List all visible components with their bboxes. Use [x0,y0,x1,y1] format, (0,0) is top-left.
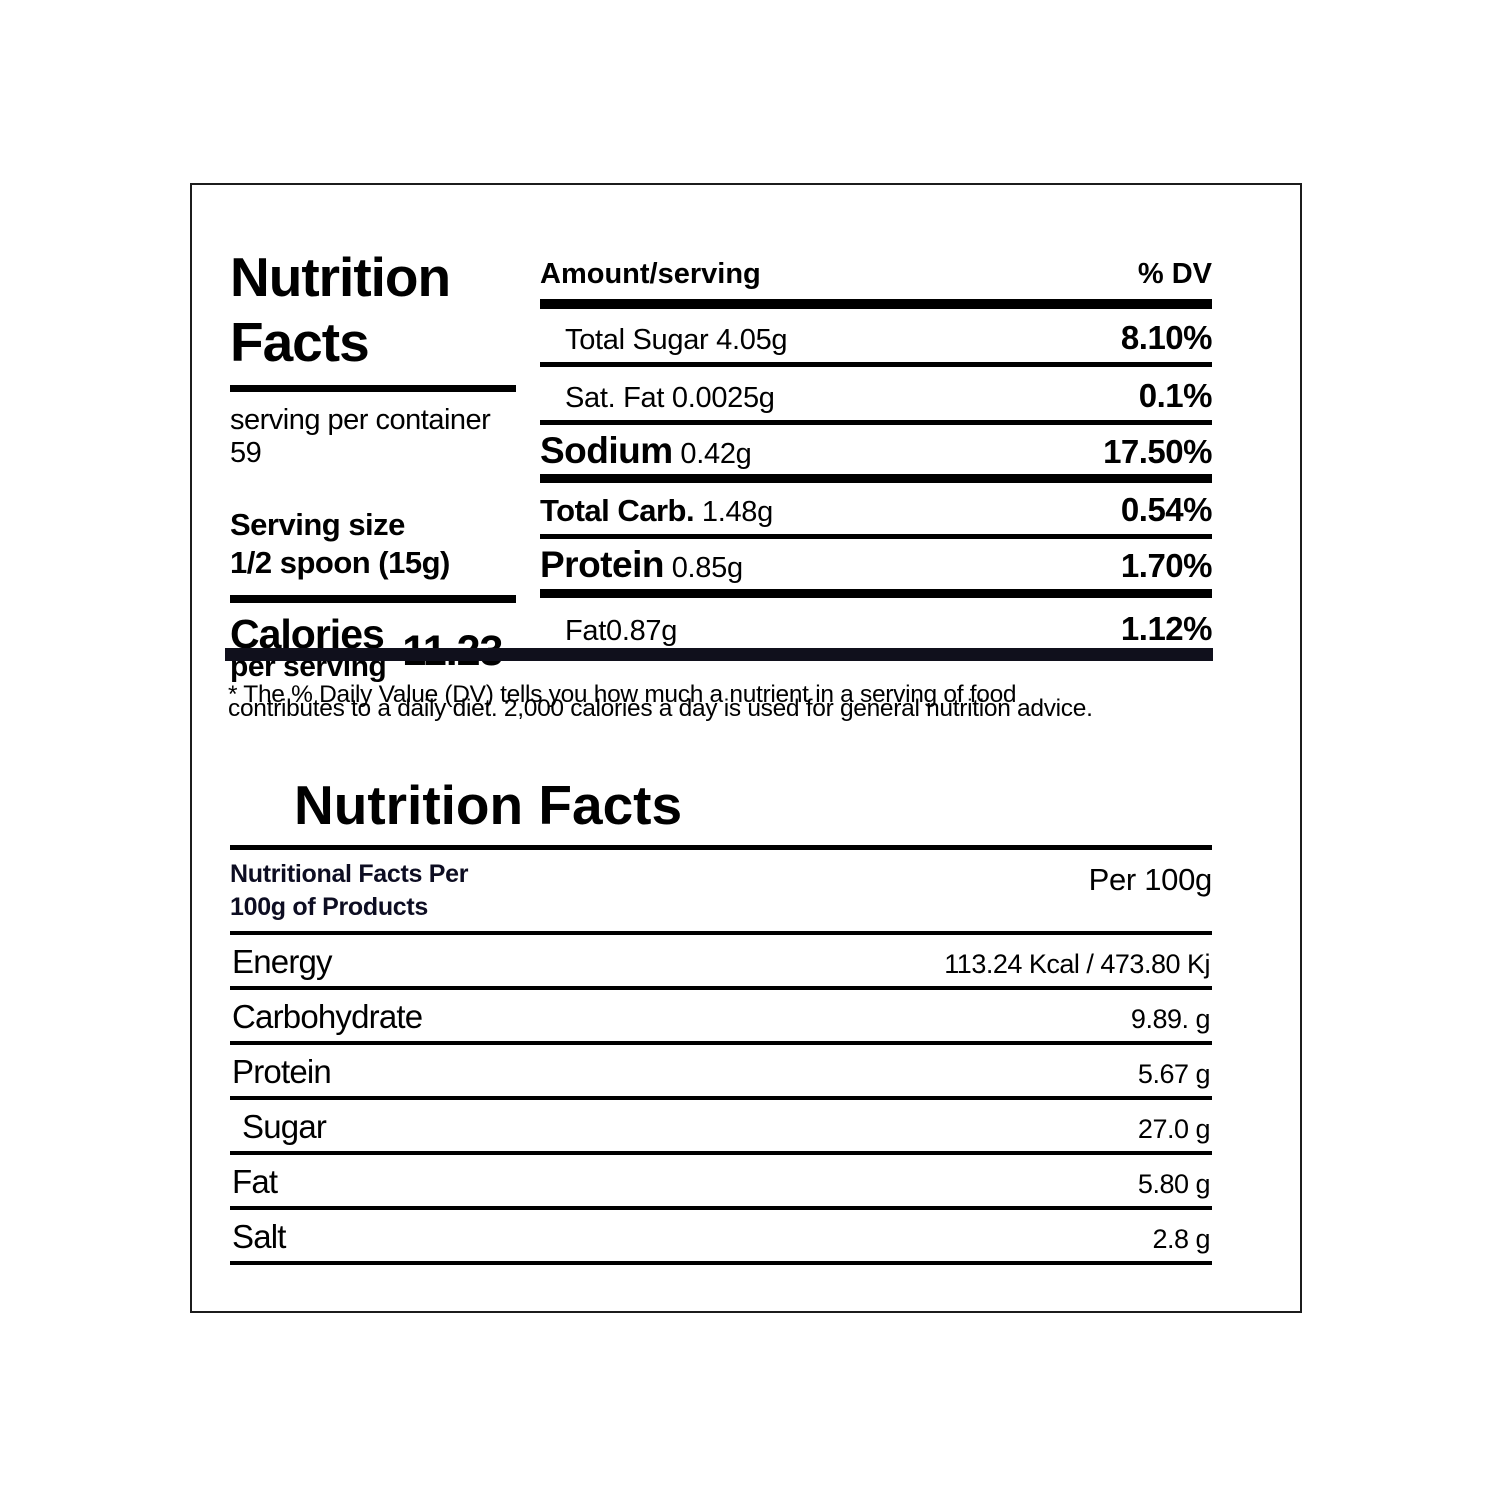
divider [230,384,516,392]
nutrient-name-bold: Total Carb. [540,493,695,528]
thick-divider-bar [225,648,1213,661]
nutrient-name: Fat [232,1163,278,1200]
serving-size-value: 1/2 spoon (15g) [230,544,450,580]
nutrient-name-bold: Sodium [540,430,673,471]
nutrient-dv: 1.12% [1120,610,1213,647]
table-row-total-carb: Total Carb. 1.48g 0.54% [540,483,1213,539]
serving-size-label: Serving size [230,506,405,542]
nutrient-value: 9.89. g [1130,1004,1211,1034]
table-row-total-sugar: Total Sugar 4.05g 8.10% [540,309,1213,367]
title-line-2: Facts [230,310,370,373]
label-border-box: Nutrition Facts serving per container 59… [190,183,1302,1313]
table-row-carbohydrate: Carbohydrate 9.89. g [230,990,1212,1045]
title-line-1: Nutrition [230,246,451,308]
nutrient-value: 5.80 g [1137,1169,1211,1199]
nutrient-name-bold: Protein [540,544,664,585]
nutrient-name: Energy [232,943,333,980]
nutrient-amount: 0.42g [672,438,752,470]
nutrient-value: 27.0 g [1137,1114,1211,1144]
footnote-line-2: contributes to a daily diet. 2,000 calor… [228,695,1093,722]
nutrient-name: Sugar [242,1108,327,1145]
header-left-line-2: 100g of Products [230,892,429,921]
serving-size-block: Serving size 1/2 spoon (15g) [230,506,516,582]
nutrient-name: Carbohydrate [232,998,423,1035]
header-left-line-1: Nutritional Facts Per [230,860,469,888]
nutrient-amount: 1.48g [694,496,773,528]
nutrient-dv: 8.10% [1120,319,1213,356]
nutrient-value: 5.67 g [1137,1059,1211,1089]
nutrition-facts-title: Nutrition Facts [230,245,516,375]
table-row-fat: Fat 5.80 g [230,1155,1212,1210]
nutrient-name: Total Sugar 4.05g [565,324,788,356]
nutrient-name: Protein 0.85g [540,544,743,586]
table-row-energy: Energy 113.24 Kcal / 473.80 Kj [230,935,1212,990]
footnote-line-1: * The % Daily Value (DV) tells you how m… [228,681,1017,708]
divider [230,845,1212,850]
nutrient-value: 113.24 Kcal / 473.80 Kj [944,949,1210,979]
amount-per-serving-table: Amount/serving % DV Total Sugar 4.05g 8.… [540,258,1213,654]
nutrient-name: Protein [232,1053,332,1090]
nutrient-name: Sat. Fat 0.0025g [565,382,775,414]
nutrient-amount: 0.85g [663,552,743,584]
nutrient-value: 2.8 g [1152,1224,1210,1254]
servings-per-container: serving per container 59 [230,403,491,469]
nutrient-name: Fat0.87g [565,615,678,647]
facts-left-panel: Nutrition Facts serving per container 59… [230,245,516,684]
nutrient-dv: 0.1% [1138,377,1213,414]
table-header-row: Amount/serving % DV [540,258,1212,309]
table-row-protein: Protein 5.67 g [230,1045,1212,1100]
nutrient-name: Total Carb. 1.48g [540,493,773,529]
col-header-amount: Amount/serving [540,258,761,290]
table-row-salt: Salt 2.8 g [230,1210,1212,1265]
per-100g-header-left: Nutritional Facts Per 100g of Products [230,858,469,923]
per-100g-header-right: Per 100g [1088,862,1213,897]
table-row-sugar: Sugar 27.0 g [230,1100,1212,1155]
nutrient-dv: 0.54% [1120,491,1213,528]
table-row-sat-fat: Sat. Fat 0.0025g 0.1% [540,367,1213,425]
nutrient-name: Sodium 0.42g [540,430,752,472]
per-100g-title: Nutrition Facts [294,774,683,836]
table-row-sodium: Sodium 0.42g 17.50% [540,425,1212,483]
nutrient-dv: 17.50% [1103,433,1212,470]
daily-value-footnote: * The % Daily Value (DV) tells you how m… [228,681,1093,722]
table-row-protein: Protein 0.85g 1.70% [540,539,1213,598]
nutrient-name: Salt [232,1218,286,1255]
per-100g-header-row: Nutritional Facts Per 100g of Products P… [230,850,1212,935]
nutrient-dv: 1.70% [1120,547,1213,584]
divider [230,595,516,604]
col-header-dv: % DV [1137,258,1212,290]
per-100g-table: Nutrition Facts Nutritional Facts Per 10… [230,773,1212,1265]
table-row-fat: Fat0.87g 1.12% [540,598,1213,654]
